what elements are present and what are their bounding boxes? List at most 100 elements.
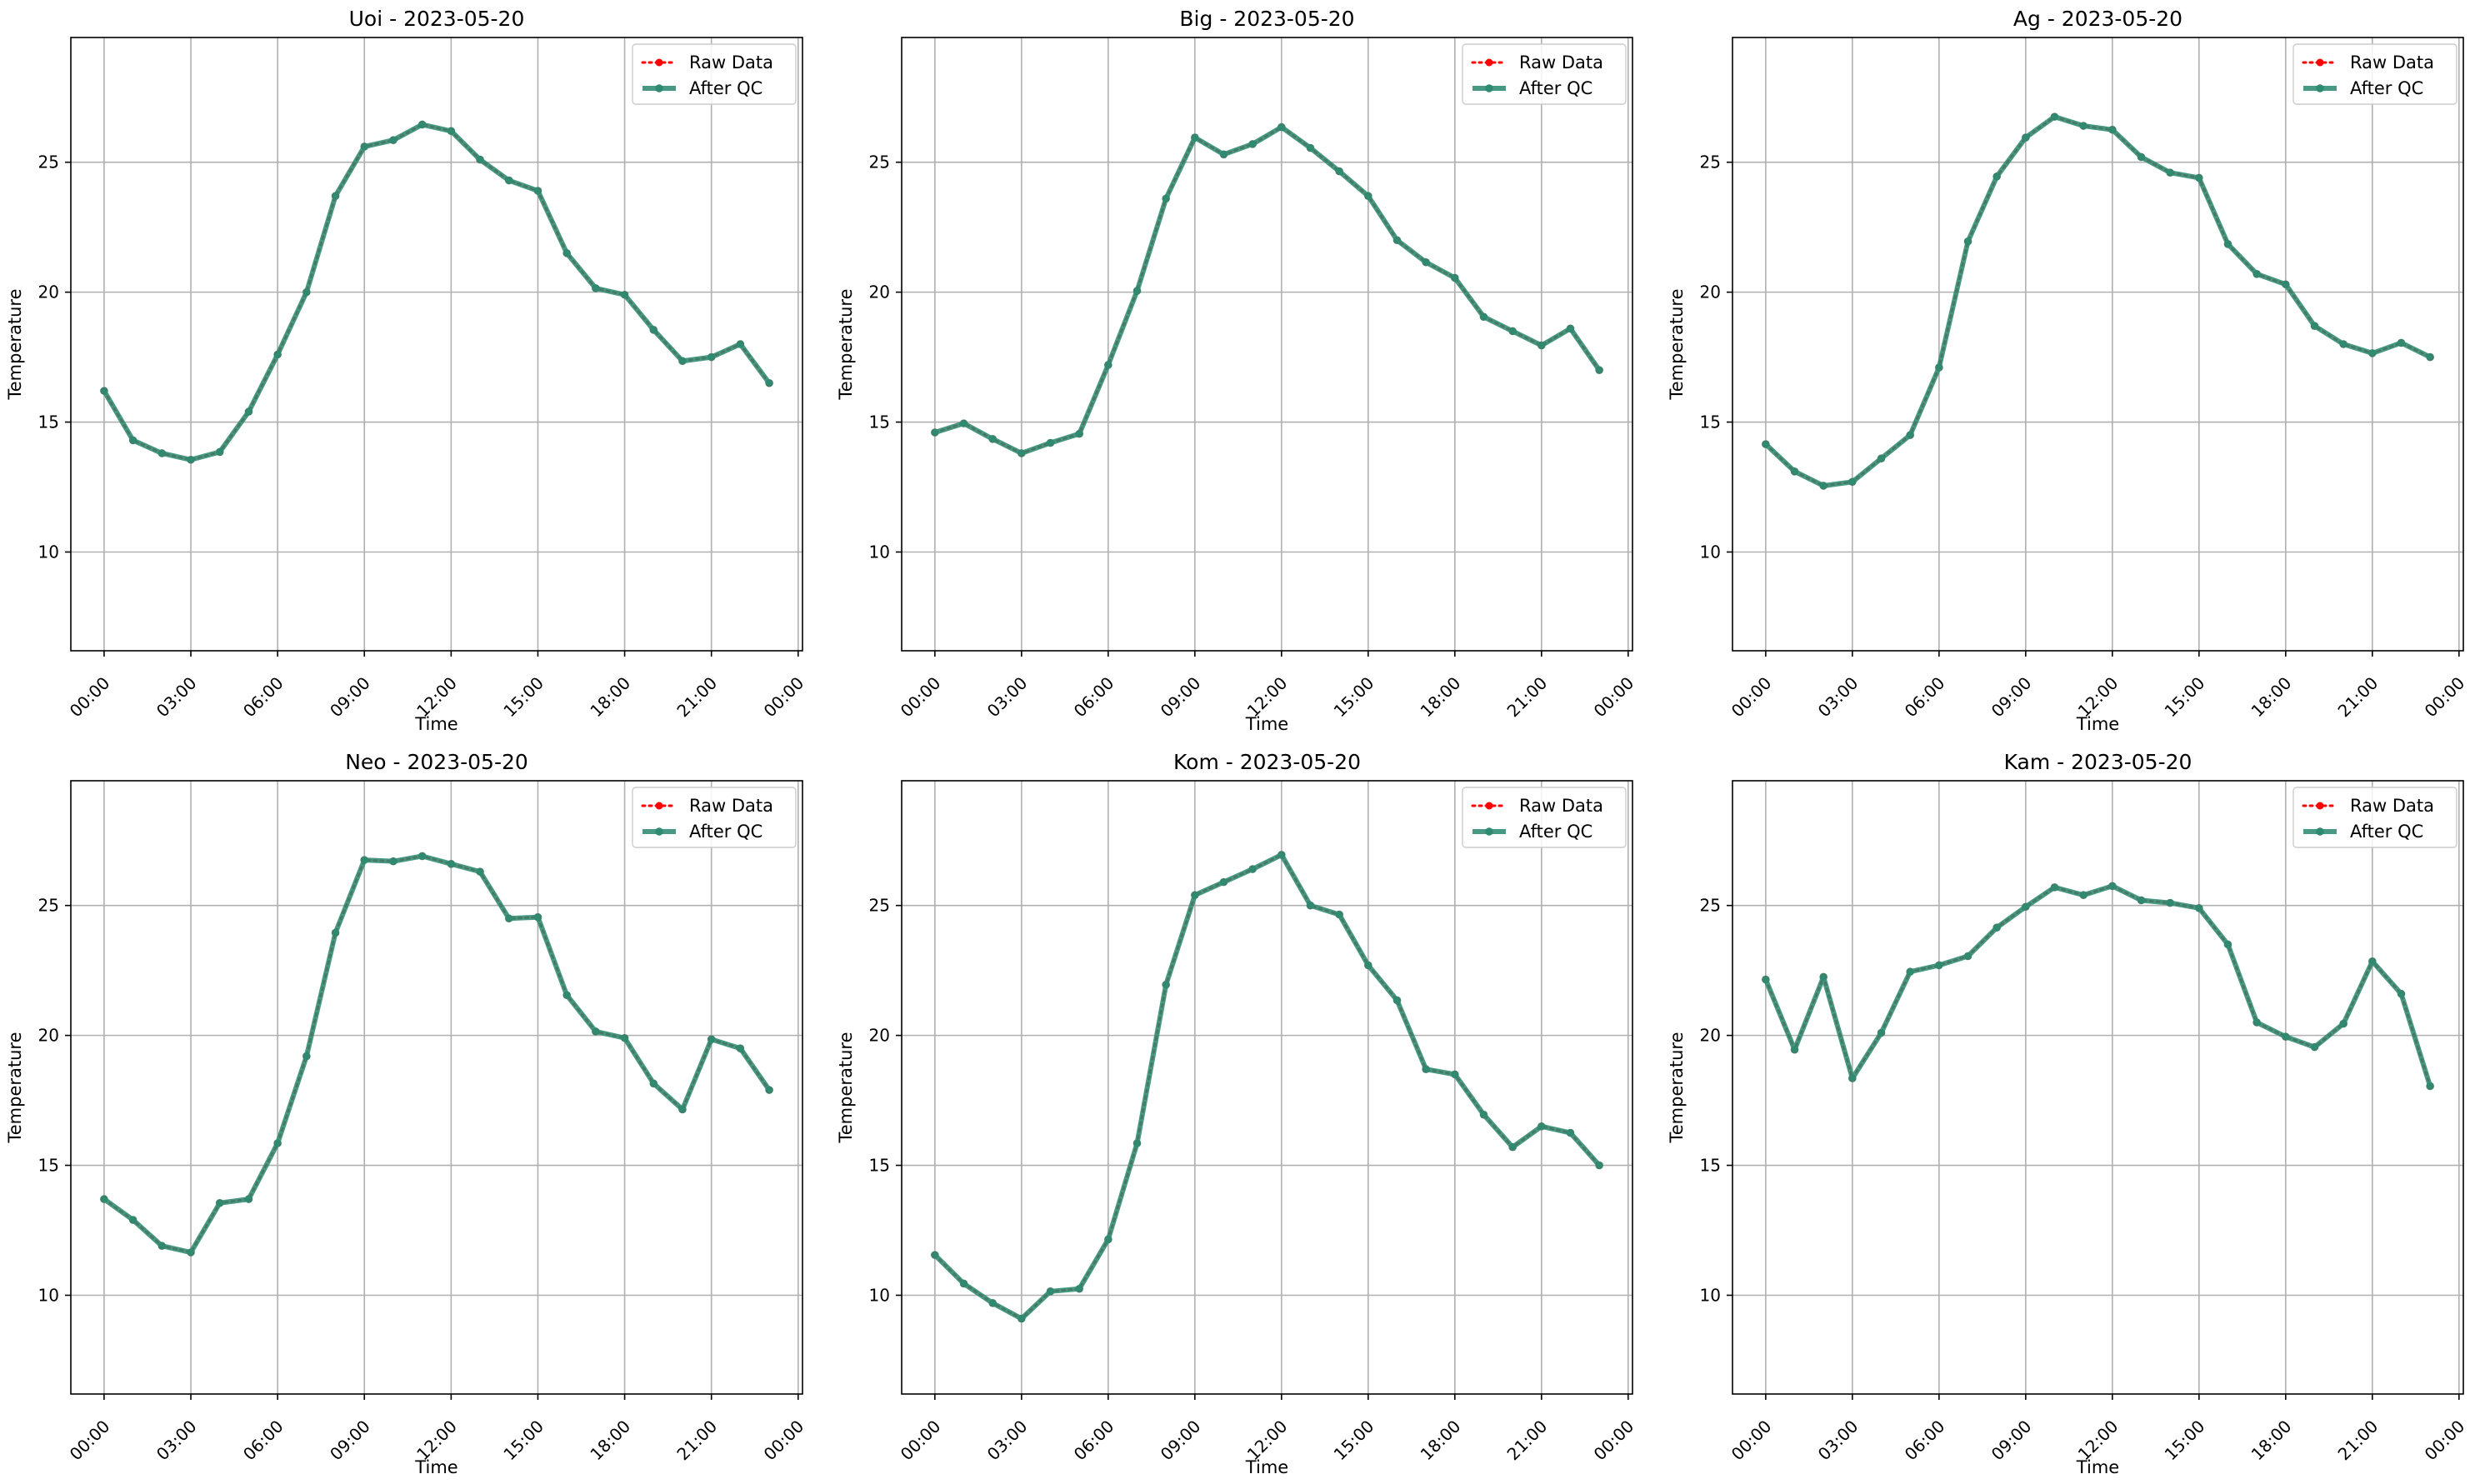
after-qc-point [1191, 891, 1199, 900]
legend-raw-label: Raw Data [1519, 796, 1603, 816]
after-qc-point [620, 1033, 629, 1042]
x-axis-label: Time [2076, 1457, 2119, 1477]
after-qc-point [1046, 1287, 1055, 1296]
after-qc-point [1046, 438, 1055, 447]
axes-frame [70, 780, 803, 1395]
after-qc-point [2166, 168, 2174, 177]
after-qc-point [620, 290, 629, 299]
after-qc-point [1479, 312, 1488, 322]
after-qc-point [1335, 910, 1343, 919]
after-qc-point [331, 928, 340, 937]
y-tick-label: 20 [869, 282, 890, 302]
x-tick-label: 06:00 [239, 673, 288, 722]
legend-qc-label: After QC [2350, 822, 2423, 842]
after-qc-line [932, 124, 1602, 456]
after-qc-point [2339, 340, 2348, 348]
after-qc-point [1762, 440, 1770, 448]
legend-qc-label: After QC [1519, 78, 1592, 98]
y-tick-label: 20 [869, 1026, 890, 1046]
x-tick-label: 18:00 [586, 673, 634, 722]
after-qc-line [101, 853, 772, 1256]
after-qc-point [2050, 883, 2059, 892]
after-qc-point [1364, 961, 1372, 970]
x-tick-label: 15:00 [2161, 673, 2209, 722]
x-tick-label: 09:00 [326, 673, 374, 722]
x-tick-label: 03:00 [152, 673, 201, 722]
after-qc-point [1508, 1142, 1517, 1152]
x-tick-label: 03:00 [983, 673, 1032, 722]
after-qc-point [1819, 972, 1828, 982]
after-qc-point [1935, 363, 1943, 372]
legend-raw-label: Raw Data [1519, 52, 1603, 72]
after-qc-point [1219, 877, 1228, 887]
x-tick-label: 00:00 [760, 1417, 808, 1465]
y-axis-label: Temperature [836, 288, 856, 400]
x-tick-label: 09:00 [1988, 673, 2036, 722]
after-qc-point [1248, 140, 1257, 148]
x-tick-label: 06:00 [1070, 1417, 1118, 1465]
legend-qc-marker [2316, 827, 2324, 836]
x-tick-label: 18:00 [2248, 1417, 2296, 1465]
after-qc-point [504, 914, 513, 923]
y-tick-label: 15 [38, 412, 59, 432]
y-tick-label: 10 [869, 542, 890, 562]
after-qc-point [2310, 1042, 2319, 1052]
after-qc-point [2252, 1018, 2261, 1027]
after-qc-point [1538, 341, 1546, 350]
y-tick-label: 10 [38, 542, 59, 562]
after-qc-point [1451, 273, 1459, 282]
x-tick-label: 15:00 [499, 1417, 548, 1465]
after-qc-point [273, 1139, 282, 1147]
raw-data-line [1764, 115, 2432, 487]
after-qc-point [1075, 429, 1083, 438]
legend-raw-marker [655, 802, 663, 810]
legend-raw-label: Raw Data [2350, 52, 2434, 72]
legend-raw-marker [655, 58, 663, 67]
after-qc-point [1819, 482, 1828, 490]
after-qc-point [1364, 192, 1372, 201]
raw-data-line [933, 125, 1601, 455]
x-tick-label: 09:00 [1988, 1417, 2036, 1465]
after-qc-point [187, 1248, 195, 1257]
after-qc-point [1422, 257, 1430, 267]
after-qc-point [360, 142, 369, 151]
after-qc-point [2195, 173, 2203, 182]
legend-qc-marker [1485, 84, 1493, 92]
after-qc-point [1595, 366, 1603, 374]
x-tick-label: 00:00 [66, 673, 114, 722]
after-qc-point [562, 249, 571, 257]
axes-frame [901, 37, 1633, 652]
x-axis-label: Time [1245, 1457, 1288, 1477]
after-qc-point [1538, 1122, 1546, 1131]
after-qc-point [1848, 1074, 1857, 1082]
after-qc-point [215, 1198, 224, 1207]
y-tick-label: 25 [1700, 896, 1721, 916]
legend-raw-label: Raw Data [689, 52, 773, 72]
y-tick-label: 15 [869, 1156, 890, 1176]
after-qc-point [931, 1251, 939, 1259]
y-tick-label: 15 [38, 1156, 59, 1176]
after-qc-point [215, 447, 224, 457]
chart-title: Neo - 2023-05-20 [345, 750, 528, 774]
y-tick-label: 20 [1700, 282, 1721, 302]
axes-frame [901, 780, 1633, 1395]
axes-frame [1732, 37, 2464, 652]
after-qc-point [1075, 1284, 1083, 1293]
after-qc-point [2079, 122, 2088, 130]
after-qc-point [592, 284, 600, 292]
after-qc-point [158, 1242, 167, 1251]
after-qc-point [2397, 338, 2406, 347]
after-qc-point [1219, 150, 1228, 159]
after-qc-point [678, 1105, 687, 1114]
after-qc-point [533, 912, 542, 922]
after-qc-point [2282, 1032, 2290, 1041]
after-qc-point [959, 1279, 968, 1288]
x-tick-label: 18:00 [1417, 1417, 1465, 1465]
after-qc-point [2339, 1019, 2348, 1028]
y-tick-label: 15 [869, 412, 890, 432]
after-qc-point [736, 1044, 745, 1053]
x-tick-label: 06:00 [1070, 673, 1118, 722]
legend-raw-marker [1485, 802, 1493, 810]
after-qc-point [736, 340, 745, 348]
x-tick-label: 00:00 [897, 1417, 945, 1465]
